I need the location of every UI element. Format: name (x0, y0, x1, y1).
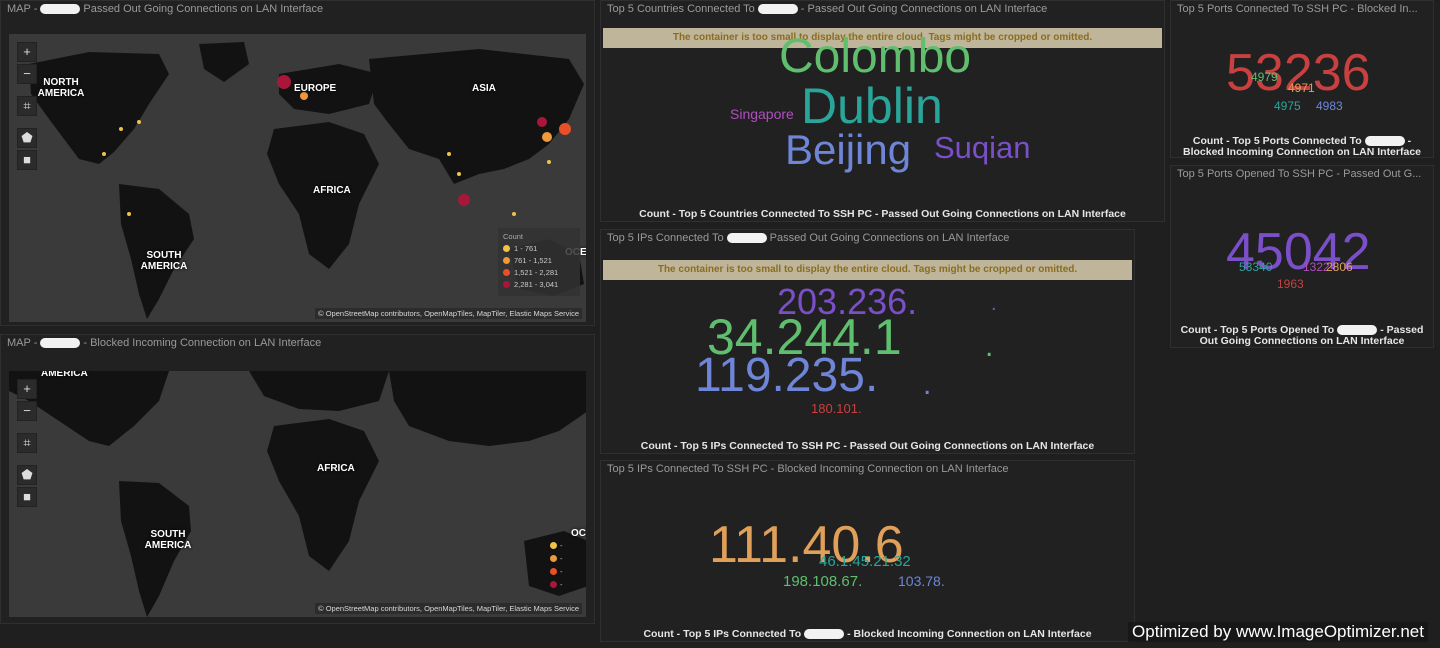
cloud-tag[interactable]: 46.1.45.21.32 (819, 553, 911, 570)
redacted-name (804, 629, 845, 640)
cloud-tag[interactable]: 4979 (1251, 70, 1278, 84)
cloud-tag[interactable]: 2806 (1326, 260, 1353, 274)
map-legend: Count 1 - 761 761 - 1,521 1,521 - 2,281 … (498, 228, 580, 296)
rectangle-draw-icon[interactable]: ■ (17, 150, 37, 170)
cloud-tag[interactable]: Singapore (730, 106, 794, 122)
polygon-draw-icon[interactable]: ⬟ (17, 128, 37, 148)
map-controls: + − ⌗ ⬟ ■ (17, 379, 37, 509)
cloud-tag[interactable]: 198.108.67. (783, 573, 863, 590)
cloud-tag[interactable]: Beijing (785, 126, 912, 173)
label-south-america: SOUTH AMERICA (140, 250, 188, 272)
zoom-out-button[interactable]: − (17, 64, 37, 84)
redacted-name (1364, 136, 1405, 147)
label-africa: AFRICA (317, 463, 355, 474)
cloud-tag[interactable]: 34.244.1 (707, 309, 902, 365)
map-panel-blocked: MAP - - Blocked Incoming Connection on LA… (0, 334, 595, 624)
redacted-name (40, 4, 81, 15)
ips-blocked-cloud-panel: Top 5 IPs Connected To SSH PC - Blocked … (600, 460, 1135, 642)
cloud-tag[interactable]: 119.235. (695, 349, 879, 402)
cloud-warning: The container is too small to display th… (603, 28, 1162, 48)
cloud-tag[interactable]: . (923, 368, 932, 401)
label-oceania: OCI (571, 528, 586, 539)
legend-item: 1,521 - 2,281 (503, 268, 575, 277)
cloud-tag[interactable]: . (991, 293, 997, 315)
label-america: AMERICA (41, 371, 88, 379)
legend-item: 761 - 1,521 (503, 256, 575, 265)
panel-caption: Count - Top 5 IPs Connected To SSH PC - … (640, 440, 1095, 452)
cloud-tag[interactable]: 103.78. (898, 573, 945, 589)
redacted-name (757, 4, 798, 15)
rectangle-draw-icon[interactable]: ■ (17, 487, 37, 507)
panel-title: MAP - Passed Out Going Connections on LAN… (7, 3, 323, 15)
cloud-tag[interactable]: 1963 (1277, 277, 1304, 291)
ports-blocked-cloud-panel: Top 5 Ports Connected To SSH PC - Blocke… (1170, 0, 1434, 158)
redacted-name (1337, 325, 1378, 336)
map-attribution[interactable]: © OpenStreetMap contributors, OpenMapTil… (315, 603, 582, 614)
panel-title: Top 5 Countries Connected To - Passed Out… (607, 3, 1048, 15)
panel-title: Top 5 IPs Connected To Passed Out Going C… (607, 232, 1010, 244)
polygon-draw-icon[interactable]: ⬟ (17, 465, 37, 485)
panel-caption: Count - Top 5 IPs Connected To - Blocked … (643, 628, 1092, 640)
map-attribution[interactable]: © OpenStreetMap contributors, OpenMapTil… (315, 308, 582, 319)
redacted-name (40, 338, 81, 349)
label-asia: ASIA (472, 83, 496, 94)
cloud-tag[interactable]: 180.101. (811, 401, 862, 416)
map-landmass (9, 371, 586, 617)
panel-title-prefix: MAP - (7, 337, 38, 349)
zoom-in-button[interactable]: + (17, 379, 37, 399)
label-north-america: NORTH AMERICA (37, 77, 85, 99)
label-europe: EUROPE (294, 83, 337, 94)
map-legend: - - - - (550, 541, 568, 593)
cloud-tag[interactable]: 45042 (1226, 223, 1371, 281)
world-map[interactable]: + − ⌗ ⬟ ■ NORTH AMERICA EUROPE ASIA AFRI… (9, 34, 586, 322)
crop-icon[interactable]: ⌗ (17, 433, 37, 453)
panel-title: MAP - - Blocked Incoming Connection on LA… (7, 337, 321, 349)
ips-outgoing-cloud-panel: Top 5 IPs Connected To Passed Out Going C… (600, 229, 1135, 454)
cloud-tag[interactable]: Colombo (779, 30, 972, 83)
ports-opened-cloud-panel: Top 5 Ports Opened To SSH PC - Passed Ou… (1170, 165, 1434, 348)
map-panel-outgoing: MAP - Passed Out Going Connections on LAN… (0, 0, 595, 326)
cloud-tag[interactable]: 53236 (1226, 44, 1371, 102)
panel-caption: Count - Top 5 Ports Connected To - Blocke… (1182, 135, 1422, 158)
legend-title: Count (503, 232, 524, 241)
cloud-tag[interactable]: 4971 (1288, 81, 1315, 95)
cloud-tag[interactable]: 4983 (1316, 99, 1343, 113)
panel-title-prefix: MAP - (7, 3, 38, 15)
cloud-warning: The container is too small to display th… (603, 260, 1132, 280)
panel-title-suffix: - Blocked Incoming Connection on LAN Int… (83, 337, 322, 349)
cloud-tag[interactable]: Suqian (934, 130, 1031, 165)
map-controls: + − ⌗ ⬟ ■ (17, 42, 37, 172)
crop-icon[interactable]: ⌗ (17, 96, 37, 116)
label-africa: AFRICA (313, 185, 351, 196)
zoom-in-button[interactable]: + (17, 42, 37, 62)
watermark: Optimized by www.ImageOptimizer.net (1128, 622, 1428, 642)
cloud-tag[interactable]: 203.236. (777, 281, 918, 322)
cloud-tag[interactable]: 111.40.6 (709, 516, 904, 574)
zoom-out-button[interactable]: − (17, 401, 37, 421)
label-south-america: SOUTH AMERICA (144, 529, 192, 551)
panel-title: Top 5 Ports Connected To SSH PC - Blocke… (1177, 3, 1418, 15)
countries-cloud-panel: Top 5 Countries Connected To - Passed Out… (600, 0, 1165, 222)
legend-item: 2,281 - 3,041 (503, 280, 575, 289)
panel-title: Top 5 IPs Connected To SSH PC - Blocked … (607, 463, 1009, 475)
world-map[interactable]: + − ⌗ ⬟ ■ AMERICA AFRICA SOUTH AMERICA O… (9, 371, 586, 617)
panel-caption: Count - Top 5 Countries Connected To SSH… (639, 208, 1126, 220)
cloud-tag[interactable]: 53340 (1239, 260, 1273, 274)
panel-caption: Count - Top 5 Ports Opened To - Passed Ou… (1180, 324, 1424, 347)
cloud-tag[interactable]: 4975 (1274, 99, 1301, 113)
cloud-tag[interactable]: 1322 (1303, 260, 1330, 274)
redacted-name (726, 233, 767, 244)
panel-title-suffix: Passed Out Going Connections on LAN Inte… (83, 3, 324, 15)
panel-title: Top 5 Ports Opened To SSH PC - Passed Ou… (1177, 168, 1422, 180)
legend-item: 1 - 761 (503, 244, 575, 253)
cloud-tag[interactable]: Dublin (801, 78, 943, 134)
cloud-tag[interactable]: . (985, 330, 994, 363)
